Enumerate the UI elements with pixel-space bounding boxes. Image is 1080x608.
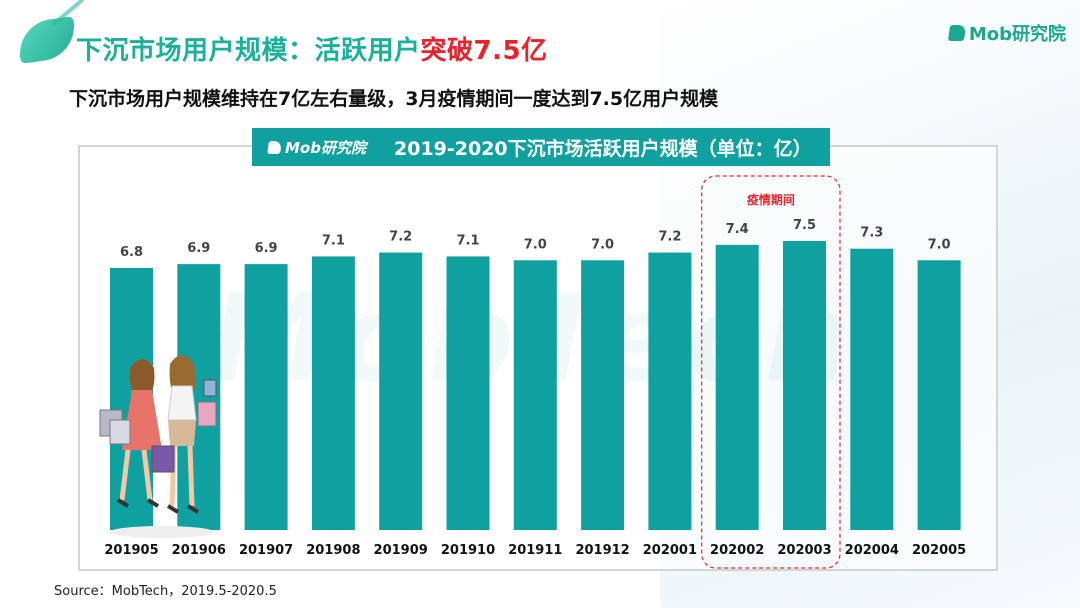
bar-201911 bbox=[513, 260, 557, 530]
bar-202002 bbox=[715, 244, 759, 530]
value-label-201911: 7.0 bbox=[524, 237, 547, 252]
x-tick-label-202002: 202002 bbox=[710, 543, 764, 558]
chart-header: Mob研究院 2019-2020下沉市场活跃用户规模（单位：亿） bbox=[252, 128, 830, 166]
value-label-202004: 7.3 bbox=[860, 226, 883, 241]
labels-layer: 6.8 201905 6.9 201906 6.9 201907 7.1 201908 7.2 2… bbox=[104, 218, 966, 558]
value-label-202003: 7.5 bbox=[793, 218, 816, 233]
annotation-layer: 疫情期间 bbox=[701, 175, 841, 569]
page-title-highlight: 突破7.5亿 bbox=[420, 36, 548, 66]
x-tick-label-201905: 201905 bbox=[104, 543, 158, 558]
value-label-202005: 7.0 bbox=[928, 237, 951, 252]
bar-201912 bbox=[581, 260, 625, 530]
value-label-202001: 7.2 bbox=[658, 230, 681, 245]
value-label-201907: 6.9 bbox=[255, 241, 278, 256]
x-tick-label-201911: 201911 bbox=[508, 543, 562, 558]
chart-header-logo: Mob研究院 bbox=[252, 137, 386, 158]
value-label-201906: 6.9 bbox=[187, 241, 210, 256]
x-tick-label-202001: 202001 bbox=[643, 543, 697, 558]
value-label-201910: 7.1 bbox=[456, 233, 479, 248]
bar-201909 bbox=[379, 252, 423, 530]
x-tick-label-201910: 201910 bbox=[441, 543, 495, 558]
x-tick-label-202004: 202004 bbox=[845, 543, 899, 558]
x-tick-label-201906: 201906 bbox=[172, 543, 226, 558]
bar-202003 bbox=[783, 241, 826, 530]
bar-202005 bbox=[917, 260, 961, 530]
page-title: 下沉市场用户规模：活跃用户突破7.5亿 bbox=[76, 30, 548, 67]
page-subtitle: 下沉市场用户规模维持在7亿左右量级，3月疫情期间一度达到7.5亿用户规模 bbox=[69, 88, 719, 110]
x-tick-label-202005: 202005 bbox=[912, 543, 966, 558]
value-label-201912: 7.0 bbox=[591, 237, 614, 252]
value-label-201909: 7.2 bbox=[389, 230, 412, 245]
brand-logo-text: Mob研究院 bbox=[968, 24, 1066, 45]
x-tick-label-201909: 201909 bbox=[374, 543, 428, 558]
page-title-main: 下沉市场用户规模：活跃用户 bbox=[76, 36, 421, 66]
source-note: Source：MobTech，2019.5-2020.5 bbox=[54, 584, 277, 599]
shoppers-illustration bbox=[99, 355, 217, 538]
chart-title: 2019-2020下沉市场活跃用户规模（单位：亿） bbox=[394, 137, 812, 160]
x-tick-label-201907: 201907 bbox=[239, 543, 293, 558]
x-tick-label-202003: 202003 bbox=[777, 543, 831, 558]
bar-202001 bbox=[648, 252, 692, 530]
value-label-201905: 6.8 bbox=[120, 245, 143, 260]
epidemic-label: 疫情期间 bbox=[747, 192, 795, 207]
x-tick-label-201912: 201912 bbox=[575, 543, 629, 558]
bar-201908 bbox=[311, 256, 355, 530]
bar-202004 bbox=[850, 248, 894, 530]
x-tick-label-201908: 201908 bbox=[306, 543, 360, 558]
value-label-202002: 7.4 bbox=[726, 222, 749, 237]
chart-logo-text: Mob研究院 bbox=[285, 138, 366, 157]
bar-201910 bbox=[446, 256, 490, 530]
value-label-201908: 7.1 bbox=[322, 233, 345, 248]
bars-layer bbox=[110, 241, 961, 530]
bar-201907 bbox=[244, 264, 288, 530]
brand-logo: Mob研究院 bbox=[947, 20, 1066, 46]
